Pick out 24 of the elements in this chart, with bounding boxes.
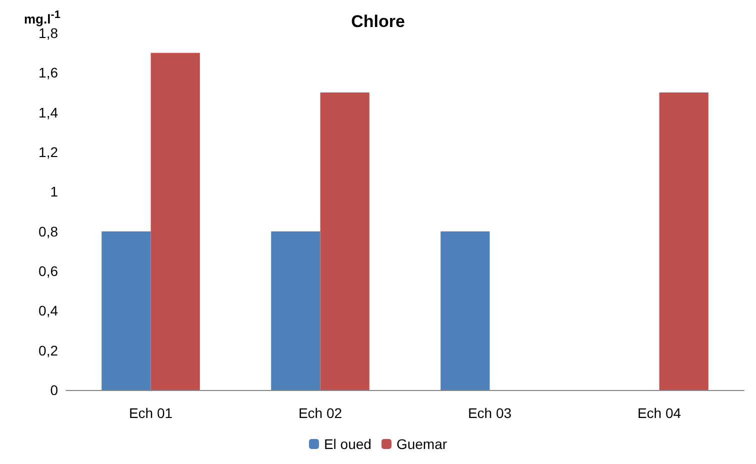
y-tick-label: 0,2 [38, 342, 58, 358]
chart-title: Chlore [351, 12, 405, 31]
x-tick-label: Ech 04 [637, 405, 682, 421]
y-tick-label: 1,4 [38, 104, 58, 120]
y-tick-label: 1,8 [38, 25, 58, 41]
y-tick-label: 0,8 [38, 223, 58, 240]
y-tick-label: 1 [50, 184, 58, 200]
bar [440, 231, 490, 390]
bar [659, 92, 708, 390]
x-tick-label: Ech 03 [468, 405, 512, 421]
bar [320, 92, 370, 390]
legend-label: Guemar [396, 436, 448, 452]
x-tick-label: Ech 02 [298, 405, 342, 421]
y-axis-title: mg.l$^{-1}$ [24, 9, 60, 26]
x-tick-label: Ech 01 [128, 405, 173, 421]
y-tick-label: 0 [50, 382, 58, 398]
bar [271, 231, 320, 390]
legend-label: El oued [324, 436, 372, 452]
y-tick-label: 0,6 [38, 263, 58, 279]
y-tick-label: 0,4 [38, 302, 58, 319]
y-tick-label: 1,2 [38, 144, 58, 160]
bar [102, 231, 151, 390]
y-tick-label: 1,6 [38, 64, 58, 81]
bar [150, 52, 200, 390]
